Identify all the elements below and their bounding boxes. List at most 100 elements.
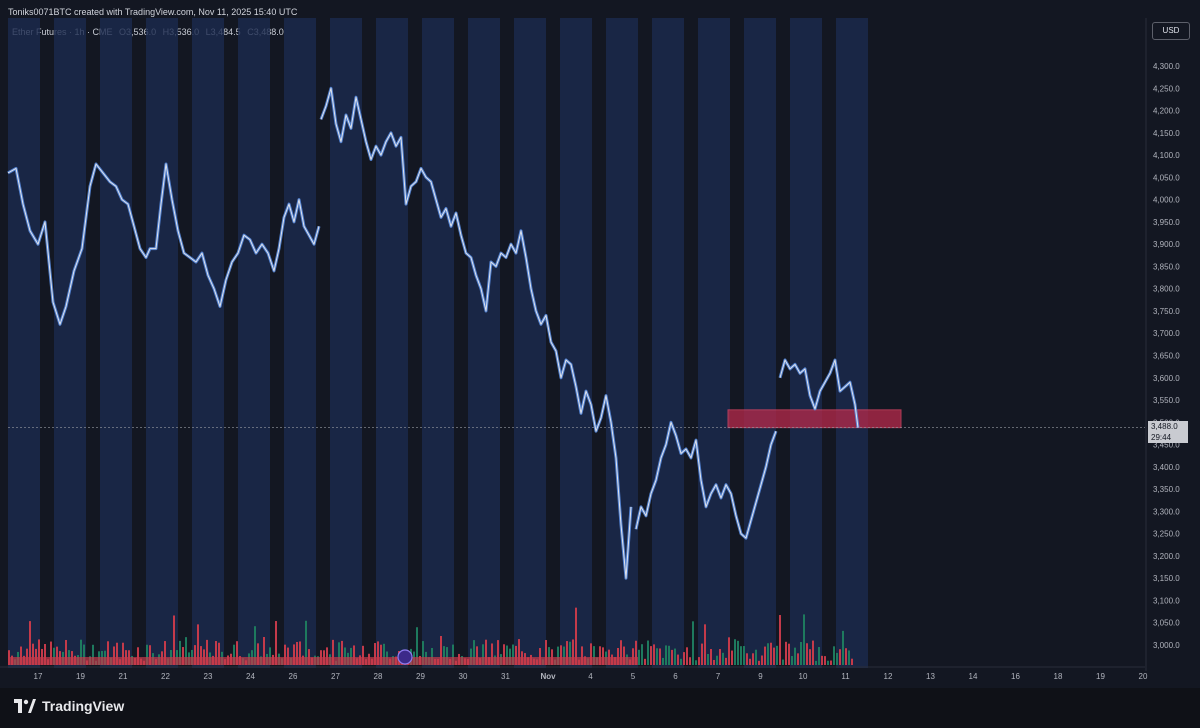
volume-bar <box>707 654 709 665</box>
session-band <box>698 18 730 668</box>
volume-bar <box>122 642 124 665</box>
x-tick-label: 19 <box>1096 672 1105 681</box>
volume-bar <box>836 652 838 665</box>
y-tick-label: 3,100.0 <box>1153 596 1180 605</box>
x-tick-label: 13 <box>926 672 935 681</box>
volume-bar <box>497 640 499 665</box>
volume-bar <box>737 640 739 665</box>
volume-bar <box>806 643 808 665</box>
y-tick-label: 3,000.0 <box>1153 641 1180 650</box>
x-tick-label: 17 <box>34 672 43 681</box>
session-band <box>100 18 132 668</box>
volume-bar <box>29 621 31 665</box>
volume-bar <box>503 644 505 665</box>
volume-bar <box>194 645 196 665</box>
currency-button[interactable]: USD <box>1152 22 1190 40</box>
last-price-value: 3,488.0 <box>1151 422 1178 431</box>
volume-bar <box>443 646 445 665</box>
volume-bar <box>353 645 355 665</box>
y-tick-label: 3,350.0 <box>1153 485 1180 494</box>
last-price-tag: 3,488.0 29:44 <box>1148 421 1188 443</box>
volume-bar <box>452 644 454 665</box>
volume-bar <box>440 636 442 665</box>
volume-bar <box>572 639 574 665</box>
volume-bar <box>575 607 577 665</box>
resistance-zone[interactable] <box>727 409 902 429</box>
volume-bar <box>671 649 673 665</box>
volume-bar <box>767 643 769 665</box>
x-tick-label: 26 <box>289 672 298 681</box>
volume-bar <box>827 660 829 665</box>
price-series-1-wick <box>320 87 632 579</box>
volume-bar <box>275 621 277 665</box>
volume-bar <box>137 647 139 665</box>
volume-bar <box>779 615 781 665</box>
y-tick-label: 3,300.0 <box>1153 507 1180 516</box>
volume-bar <box>848 650 850 665</box>
volume-bar <box>701 643 703 665</box>
volume-bar <box>566 641 568 665</box>
volume-bar <box>218 642 220 665</box>
volume-bar <box>233 644 235 665</box>
session-band <box>744 18 776 668</box>
volume-bar <box>35 648 37 665</box>
volume-bar <box>716 655 718 665</box>
volume-bar <box>677 654 679 665</box>
volume-bar <box>689 657 691 665</box>
volume-bar <box>482 644 484 665</box>
volume-bar <box>374 643 376 665</box>
session-band <box>146 18 178 668</box>
y-axis: 4,300.0 4,250.0 4,200.0 4,150.0 4,100.0 4,050… <box>1145 18 1180 671</box>
volume-bar <box>44 643 46 665</box>
volume-bar <box>797 653 799 665</box>
volume-bar <box>506 645 508 665</box>
volume-bar <box>560 645 562 665</box>
x-tick-label: 21 <box>119 672 128 681</box>
session-band <box>8 18 40 668</box>
volume-bar <box>269 647 271 665</box>
price-series-3-wick <box>779 359 859 428</box>
volume-bar <box>593 646 595 665</box>
volume-bar <box>296 641 298 665</box>
volume-bar <box>518 639 520 665</box>
price-chart[interactable]: 4,300.0 4,250.0 4,200.0 4,150.0 4,100.0 4,050… <box>0 0 1200 688</box>
volume-bar <box>740 646 742 665</box>
volume-bar <box>473 640 475 665</box>
tradingview-brand[interactable]: TradingView <box>14 698 124 714</box>
y-tick-label: 3,750.0 <box>1153 307 1180 316</box>
event-marker-icon[interactable] <box>397 649 413 665</box>
y-tick-label: 4,100.0 <box>1153 151 1180 160</box>
session-bands <box>8 18 868 668</box>
session-band <box>652 18 684 668</box>
volume-bar <box>197 624 199 665</box>
volume-bar <box>791 656 793 665</box>
volume-bar <box>698 657 700 665</box>
session-band <box>468 18 500 668</box>
x-tick-label: 24 <box>246 672 255 681</box>
volume-bar <box>650 646 652 665</box>
volume-bar <box>557 646 559 665</box>
price-series <box>7 86 860 580</box>
price-series-2-wick <box>635 421 777 539</box>
volume-bar <box>728 637 730 665</box>
volume-bar <box>38 639 40 665</box>
volume-bar <box>761 655 763 665</box>
volume-bar <box>818 647 820 665</box>
x-tick-label: 5 <box>631 672 636 681</box>
volume-bar <box>149 645 151 665</box>
session-band <box>514 18 546 668</box>
y-tick-label: 4,250.0 <box>1153 84 1180 93</box>
volume-bar <box>770 642 772 665</box>
volume-bar <box>92 644 94 665</box>
x-tick-label: 28 <box>374 672 383 681</box>
volume-bar <box>662 657 664 665</box>
volume-bar <box>674 648 676 665</box>
volume-bar <box>431 648 433 665</box>
volume-bar <box>422 641 424 665</box>
volume-bar <box>539 648 541 665</box>
volume-bar <box>665 645 667 665</box>
volume-bar <box>338 642 340 665</box>
legend-high: H3,536.0 <box>162 27 200 37</box>
y-tick-label: 3,200.0 <box>1153 552 1180 561</box>
volume-bar <box>809 649 811 665</box>
